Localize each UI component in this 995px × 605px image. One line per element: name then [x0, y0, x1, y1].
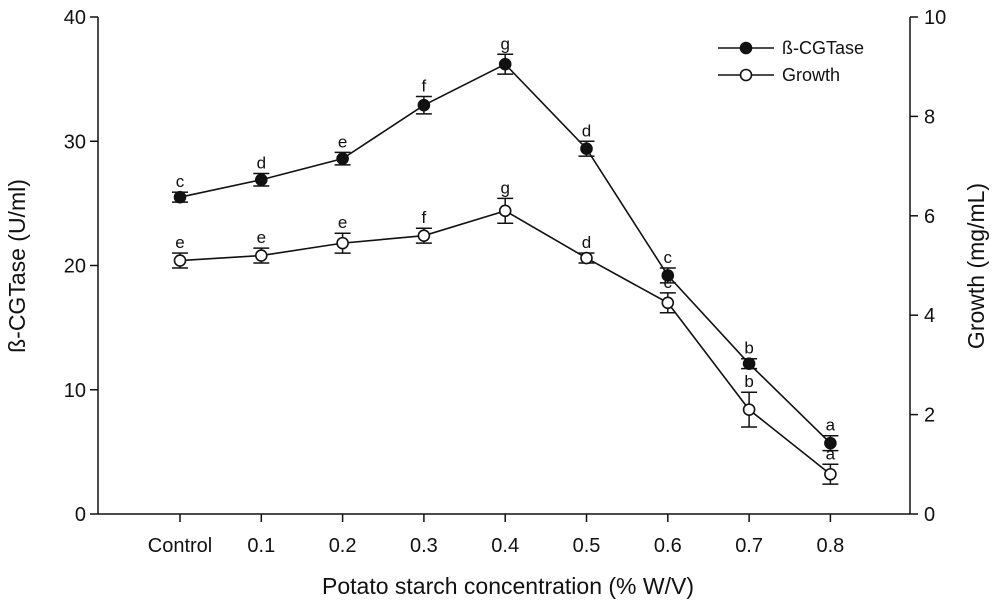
significance-label: d	[257, 154, 266, 173]
x-tick-label: 0.4	[491, 535, 519, 557]
y-left-tick-label: 0	[75, 504, 86, 526]
legend-marker	[739, 41, 753, 55]
significance-label: f	[422, 208, 427, 227]
significance-label: g	[500, 178, 509, 197]
data-point-cgtase	[498, 57, 512, 71]
data-point-growth	[498, 204, 512, 218]
significance-label: c	[664, 273, 673, 292]
x-tick-label: 0.8	[816, 535, 844, 557]
data-point-cgtase	[254, 173, 268, 187]
significance-label: b	[744, 339, 753, 358]
y-left-tick-label: 10	[64, 380, 86, 402]
y-right-tick-label: 8	[924, 106, 935, 128]
data-point-cgtase	[824, 436, 837, 450]
x-tick-label: 0.3	[410, 535, 438, 557]
x-tick-label: 0.7	[735, 535, 763, 557]
significance-label: a	[826, 444, 836, 463]
data-point-growth	[824, 467, 837, 481]
significance-label: b	[744, 372, 753, 391]
significance-label: g	[500, 34, 509, 53]
data-point-cgtase	[661, 269, 675, 282]
data-point-cgtase	[417, 98, 431, 112]
significance-label: c	[664, 248, 673, 267]
y-left-tick-label: 30	[64, 131, 86, 153]
significance-label: e	[257, 228, 266, 247]
x-tick-label: Control	[148, 535, 212, 557]
x-tick-label: 0.2	[329, 535, 357, 557]
x-tick-label: 0.1	[247, 535, 275, 557]
significance-label: a	[826, 416, 836, 435]
x-tick-label: 0.5	[573, 535, 601, 557]
legend: ß-CGTase Growth	[718, 38, 864, 85]
significance-label: e	[338, 132, 347, 151]
x-tick-label: 0.6	[654, 535, 682, 557]
y-left-tick-label: 40	[64, 7, 86, 29]
data-point-growth	[336, 236, 349, 250]
data-point-growth	[661, 296, 675, 310]
y-right-tick-label: 6	[924, 206, 935, 228]
legend-marker	[739, 68, 753, 82]
series-line-growth	[179, 209, 831, 475]
legend-label: ß-CGTase	[782, 38, 864, 58]
series-layer: c d e f g d c b a e e e f g d c b a	[172, 34, 839, 485]
axes: 0 10 20 30 40 0 2 4 6 8 10 Control 0.1 0.2 0.3 0.4 0.5 0.…	[64, 7, 947, 557]
significance-label: d	[582, 121, 591, 140]
y-right-tick-label: 0	[924, 504, 935, 526]
data-point-growth	[580, 251, 593, 265]
data-point-cgtase	[742, 357, 756, 370]
y-axis-title-right: Growth (mg/mL)	[963, 183, 989, 349]
data-point-cgtase	[173, 190, 187, 204]
y-left-tick-label: 20	[64, 256, 86, 278]
significance-label: e	[338, 213, 347, 232]
x-axis-title: Potato starch concentration (% W/V)	[322, 573, 694, 599]
data-point-cgtase	[580, 142, 593, 156]
legend-label: Growth	[782, 65, 840, 85]
series-growth: e e e f g d c b a	[172, 178, 839, 485]
significance-label: f	[422, 77, 427, 96]
y-axis-title-left: ß-CGTase (U/ml)	[4, 179, 30, 353]
significance-label: c	[176, 172, 185, 191]
data-point-growth	[417, 229, 431, 242]
series-cgtase: c d e f g d c b a	[172, 34, 839, 452]
data-point-growth	[254, 249, 268, 262]
significance-label: d	[582, 233, 591, 252]
data-point-growth	[742, 403, 756, 416]
data-point-cgtase	[336, 152, 349, 165]
y-right-tick-label: 2	[924, 405, 935, 427]
significance-label: e	[175, 233, 184, 252]
y-right-tick-label: 4	[924, 305, 935, 327]
data-point-growth	[173, 254, 187, 267]
y-right-tick-label: 10	[924, 7, 946, 29]
